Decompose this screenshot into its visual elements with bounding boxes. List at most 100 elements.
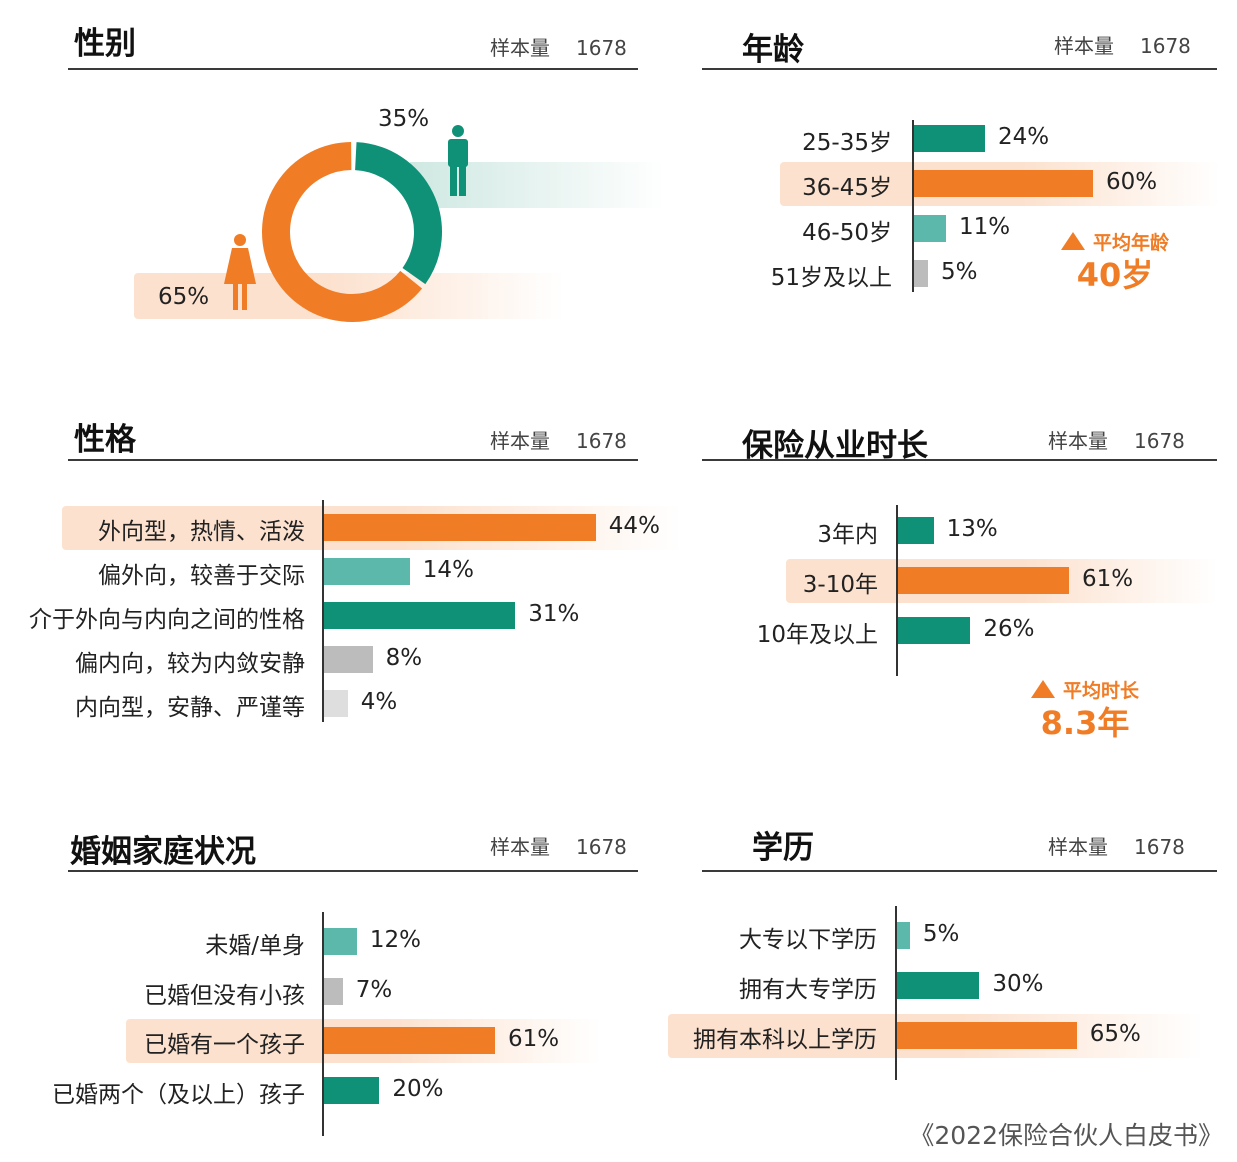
bar — [323, 646, 373, 673]
bar — [323, 1027, 496, 1054]
sample-count: 1678 — [576, 36, 627, 60]
sample-count: 1678 — [576, 429, 627, 453]
personality-rule — [68, 459, 638, 461]
value-label: 65% — [1089, 1021, 1141, 1047]
value-label: 5% — [922, 921, 960, 947]
personality-title: 性格 — [74, 422, 136, 458]
category-label: 未婚/单身 — [205, 933, 305, 959]
bar — [913, 125, 985, 152]
triangle-up-icon — [1060, 232, 1085, 250]
category-label: 已婚两个（及以上）孩子 — [52, 1081, 305, 1108]
value-label: 61% — [1082, 566, 1134, 592]
tenure-average: 平均时长 8.3年 — [1000, 676, 1170, 743]
bar — [323, 928, 357, 955]
value-label: 31% — [528, 601, 580, 627]
gender-rule — [68, 68, 638, 70]
category-label: 3-10年 — [802, 572, 878, 598]
category-label: 已婚但没有小孩 — [144, 982, 305, 1009]
value-label: 8% — [385, 645, 423, 671]
tenure-rule — [702, 459, 1217, 461]
value-label: 14% — [422, 557, 474, 583]
male-person-icon — [448, 125, 468, 196]
sample-count: 1678 — [576, 835, 627, 859]
education-title: 学历 — [752, 830, 814, 866]
value-label: 60% — [1106, 169, 1158, 195]
gender-sample: 样本量 1678 — [490, 32, 627, 61]
value-label: 26% — [983, 616, 1035, 642]
category-label: 偏内向，较为内敛安静 — [75, 651, 305, 677]
sample-label: 样本量 — [1048, 835, 1108, 859]
marital-sample: 样本量 1678 — [490, 831, 627, 860]
sample-label: 样本量 — [1054, 34, 1114, 58]
bar — [897, 567, 1070, 594]
category-label: 已婚有一个孩子 — [144, 1032, 305, 1058]
bar — [323, 602, 516, 629]
gender-panel: 性别 样本量 1678 35% 65% — [0, 0, 665, 380]
axis-line — [895, 906, 897, 1080]
male-percent: 35% — [378, 106, 430, 132]
category-label: 内向型，安静、严谨等 — [75, 695, 305, 721]
category-label: 3年内 — [817, 522, 878, 548]
marital-title: 婚姻家庭状况 — [70, 834, 256, 870]
bar — [323, 977, 343, 1005]
education-rule — [702, 870, 1217, 872]
axis-line — [322, 500, 324, 722]
category-label: 10年及以上 — [756, 622, 878, 648]
triangle-up-icon — [1030, 680, 1055, 698]
female-person-icon — [224, 234, 256, 310]
category-label: 偏外向，较善于交际 — [98, 563, 305, 589]
category-label: 46-50岁 — [802, 220, 892, 246]
value-label: 12% — [369, 927, 421, 953]
tenure-title: 保险从业时长 — [742, 428, 928, 464]
value-label: 20% — [392, 1075, 444, 1102]
bar — [323, 690, 348, 717]
bar — [913, 260, 928, 287]
age-rule — [702, 68, 1217, 70]
category-label: 大专以下学历 — [739, 927, 877, 953]
sample-label: 样本量 — [490, 36, 550, 60]
tenure-average-value: 8.3年 — [1040, 704, 1130, 742]
personality-sample: 样本量 1678 — [490, 425, 627, 454]
value-label: 44% — [608, 513, 660, 539]
bar — [323, 1076, 380, 1104]
gender-donut — [224, 125, 468, 322]
bar — [897, 617, 971, 644]
value-label: 4% — [360, 689, 398, 715]
sample-label: 样本量 — [490, 835, 550, 859]
value-label: 61% — [508, 1026, 560, 1052]
value-label: 30% — [992, 971, 1044, 997]
axis-line — [322, 912, 324, 1136]
bar — [896, 922, 910, 949]
bar — [323, 514, 596, 541]
source-footer: 《2022保险合伙人白皮书》 — [909, 1121, 1223, 1150]
axis-line — [896, 505, 898, 676]
age-average: 平均年龄 40岁 — [1040, 228, 1190, 295]
category-label: 25-35岁 — [802, 130, 892, 156]
value-label: 11% — [959, 214, 1011, 240]
value-label: 13% — [946, 516, 998, 542]
bar — [913, 215, 946, 242]
gender-title: 性别 — [74, 26, 136, 62]
category-label: 36-45岁 — [802, 175, 892, 201]
category-label: 51岁及以上 — [770, 265, 892, 291]
sample-label: 样本量 — [1048, 429, 1108, 453]
category-label: 外向型，热情、活泼 — [98, 519, 305, 545]
bar — [323, 558, 410, 585]
marital-rule — [68, 870, 638, 872]
bar — [896, 972, 980, 999]
donut-slice-male — [354, 142, 442, 285]
category-label: 拥有本科以上学历 — [693, 1027, 877, 1053]
value-label: 24% — [998, 124, 1050, 150]
education-sample: 样本量 1678 — [1048, 831, 1185, 860]
female-percent: 65% — [158, 284, 210, 310]
value-label: 7% — [355, 976, 393, 1003]
age-title: 年龄 — [742, 32, 804, 68]
sample-count: 1678 — [1134, 835, 1185, 859]
value-label: 5% — [941, 259, 978, 285]
donut-slice-female — [262, 142, 423, 322]
age-sample: 样本量 1678 — [1054, 30, 1191, 59]
sample-label: 样本量 — [490, 429, 550, 453]
sample-count: 1678 — [1134, 429, 1185, 453]
tenure-sample: 样本量 1678 — [1048, 425, 1185, 454]
bar — [896, 1022, 1077, 1049]
